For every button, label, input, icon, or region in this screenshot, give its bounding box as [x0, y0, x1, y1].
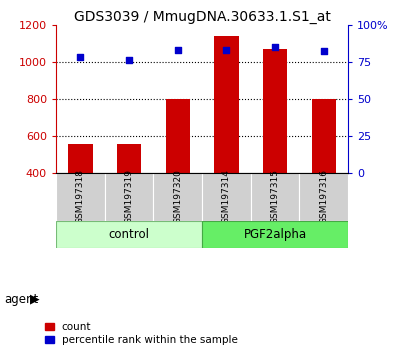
- Bar: [56, 221, 202, 248]
- Bar: [299, 172, 348, 221]
- Text: GSM197315: GSM197315: [270, 169, 280, 224]
- Bar: [312, 99, 336, 172]
- Title: GDS3039 / MmugDNA.30633.1.S1_at: GDS3039 / MmugDNA.30633.1.S1_at: [74, 10, 330, 24]
- Text: GSM197314: GSM197314: [222, 169, 231, 224]
- Text: agent: agent: [4, 293, 38, 306]
- Bar: [166, 99, 190, 172]
- Bar: [153, 172, 202, 221]
- Bar: [251, 172, 299, 221]
- Bar: [117, 144, 141, 172]
- Bar: [202, 172, 251, 221]
- Text: control: control: [108, 228, 150, 241]
- Text: GSM197320: GSM197320: [173, 169, 182, 224]
- Point: [223, 47, 230, 53]
- Bar: [68, 144, 92, 172]
- Bar: [105, 172, 153, 221]
- Point: [77, 55, 84, 60]
- Text: GSM197316: GSM197316: [319, 169, 328, 224]
- Text: GSM197319: GSM197319: [124, 169, 134, 224]
- Bar: [56, 172, 105, 221]
- Point: [320, 48, 327, 54]
- Point: [174, 47, 181, 53]
- Legend: count, percentile rank within the sample: count, percentile rank within the sample: [45, 322, 238, 345]
- Bar: [263, 49, 287, 172]
- Text: GSM197318: GSM197318: [76, 169, 85, 224]
- Text: ▶: ▶: [30, 293, 40, 306]
- Point: [272, 44, 278, 50]
- Point: [126, 57, 132, 63]
- Bar: [202, 221, 348, 248]
- Bar: [214, 36, 238, 172]
- Text: PGF2alpha: PGF2alpha: [244, 228, 306, 241]
